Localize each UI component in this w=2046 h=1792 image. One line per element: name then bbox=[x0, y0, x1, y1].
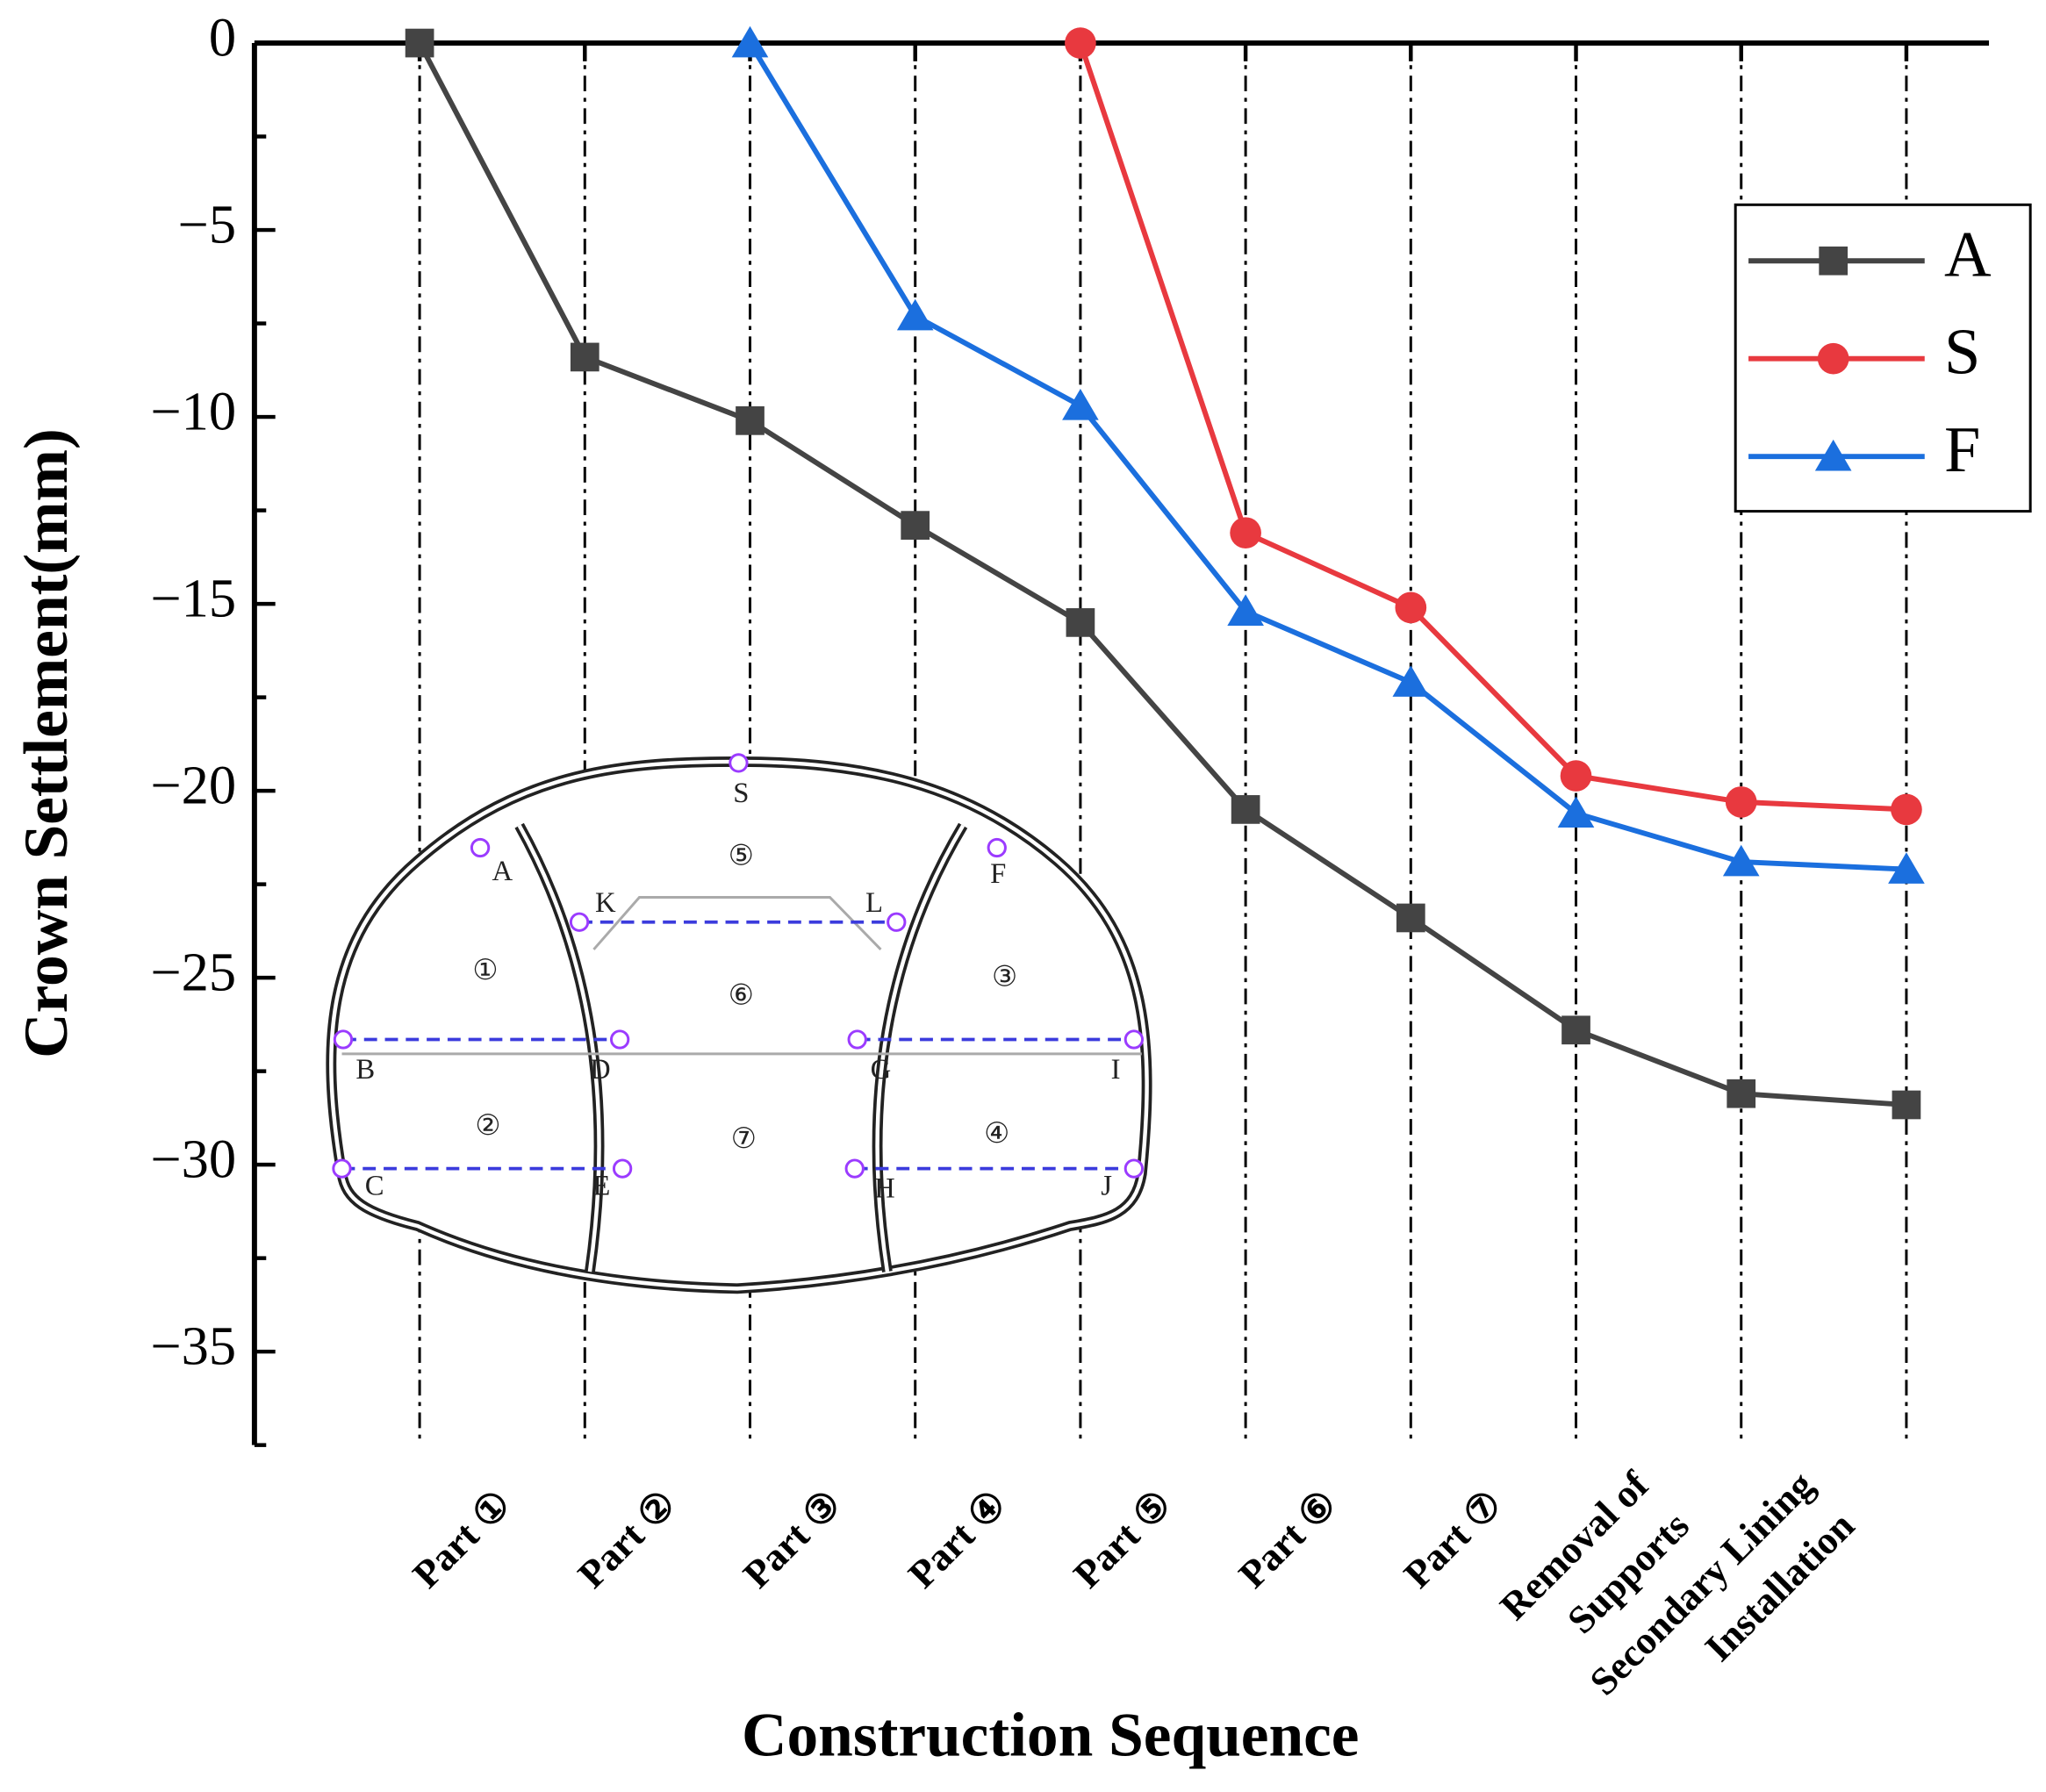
region-label: ⑦ bbox=[731, 1123, 757, 1155]
x-tick-label: Part ⑤ bbox=[1065, 1481, 1180, 1596]
region-label: ② bbox=[475, 1110, 500, 1142]
tunnel-outline-inner bbox=[329, 759, 1149, 1291]
marker bbox=[1817, 342, 1849, 375]
marker bbox=[1722, 844, 1760, 877]
point-label: E bbox=[592, 1170, 610, 1201]
y-tick-label: −20 bbox=[150, 754, 236, 815]
marker bbox=[1814, 439, 1852, 471]
measure-point bbox=[987, 837, 1007, 858]
marker bbox=[1227, 594, 1264, 626]
tunnel-divider-inner bbox=[875, 824, 966, 1272]
region-label: ⑥ bbox=[729, 979, 754, 1011]
point-label: A bbox=[492, 856, 513, 887]
point-label: J bbox=[1101, 1170, 1112, 1201]
x-tick-label: Part ④ bbox=[900, 1481, 1015, 1596]
marker bbox=[1892, 1090, 1921, 1120]
y-tick-label: −35 bbox=[150, 1315, 236, 1377]
tunnel-divider-inner bbox=[517, 824, 601, 1272]
point-label: H bbox=[874, 1172, 895, 1204]
legend-label: S bbox=[1944, 317, 1980, 389]
marker bbox=[570, 342, 599, 372]
x-tick-label: Part ⑦ bbox=[1396, 1481, 1511, 1596]
legend-label: F bbox=[1944, 414, 1980, 486]
legend-label: A bbox=[1944, 219, 1992, 290]
point-label: B bbox=[355, 1054, 375, 1086]
y-tick-label: −15 bbox=[150, 567, 236, 628]
x-tick-label: Part ① bbox=[404, 1481, 519, 1596]
marker bbox=[1561, 1015, 1590, 1045]
marker bbox=[1819, 246, 1849, 276]
marker bbox=[1560, 760, 1592, 792]
y-axis-title: Crown Settlement(mm) bbox=[11, 428, 81, 1058]
marker bbox=[896, 298, 934, 331]
region-label: ① bbox=[472, 955, 498, 986]
measure-point bbox=[333, 1029, 354, 1050]
region-label: ⑤ bbox=[729, 840, 754, 871]
measure-point bbox=[844, 1158, 865, 1179]
marker bbox=[1231, 795, 1260, 824]
marker bbox=[1395, 591, 1427, 624]
x-axis-title: Construction Sequence bbox=[742, 1700, 1359, 1769]
y-tick-label: 0 bbox=[209, 6, 236, 68]
marker bbox=[1066, 608, 1095, 637]
measure-point bbox=[1124, 1029, 1145, 1050]
region-label: ④ bbox=[984, 1118, 1009, 1150]
y-tick-label: −5 bbox=[178, 193, 236, 254]
marker bbox=[731, 25, 769, 58]
marker bbox=[1727, 1079, 1756, 1108]
measure-point bbox=[1124, 1158, 1145, 1179]
marker bbox=[901, 511, 930, 540]
measure-point bbox=[887, 912, 907, 932]
marker bbox=[1062, 388, 1099, 420]
marker bbox=[1557, 796, 1595, 828]
marker bbox=[736, 405, 765, 435]
measure-point bbox=[609, 1029, 630, 1050]
marker bbox=[1396, 903, 1425, 933]
point-label: G bbox=[871, 1054, 892, 1086]
y-tick-label: −10 bbox=[150, 380, 236, 441]
point-label: S bbox=[733, 778, 749, 809]
measure-point bbox=[847, 1029, 867, 1050]
measure-point bbox=[729, 753, 749, 773]
marker bbox=[1065, 27, 1096, 59]
marker bbox=[405, 28, 434, 58]
marker bbox=[1888, 852, 1925, 884]
y-tick-label: −25 bbox=[150, 941, 236, 1002]
measure-point bbox=[612, 1158, 633, 1179]
region-label: ③ bbox=[992, 962, 1017, 993]
point-label: L bbox=[865, 887, 883, 919]
measure-point bbox=[569, 912, 590, 932]
measure-point bbox=[470, 837, 491, 858]
series-line bbox=[417, 41, 1907, 1107]
marker bbox=[1725, 786, 1757, 818]
marker bbox=[1392, 665, 1430, 697]
series-line bbox=[1078, 42, 1907, 813]
tunnel-inset: A S F K L B D G I C E H J ① ② ③ ④ ⑤ ⑥ ⑦ bbox=[326, 753, 1152, 1294]
series-line bbox=[747, 41, 1907, 872]
x-tick-label: Part ③ bbox=[735, 1481, 850, 1596]
marker bbox=[1891, 793, 1922, 826]
x-tick-label: Part ② bbox=[570, 1481, 685, 1596]
point-label: D bbox=[590, 1054, 611, 1086]
x-tick-label: Part ⑥ bbox=[1230, 1481, 1345, 1596]
measure-point bbox=[332, 1158, 352, 1179]
point-label: F bbox=[990, 858, 1006, 890]
point-label: C bbox=[365, 1170, 384, 1201]
point-label: I bbox=[1111, 1054, 1121, 1086]
marker bbox=[1230, 517, 1261, 548]
y-tick-label: −30 bbox=[150, 1128, 236, 1189]
point-label: K bbox=[595, 887, 616, 919]
